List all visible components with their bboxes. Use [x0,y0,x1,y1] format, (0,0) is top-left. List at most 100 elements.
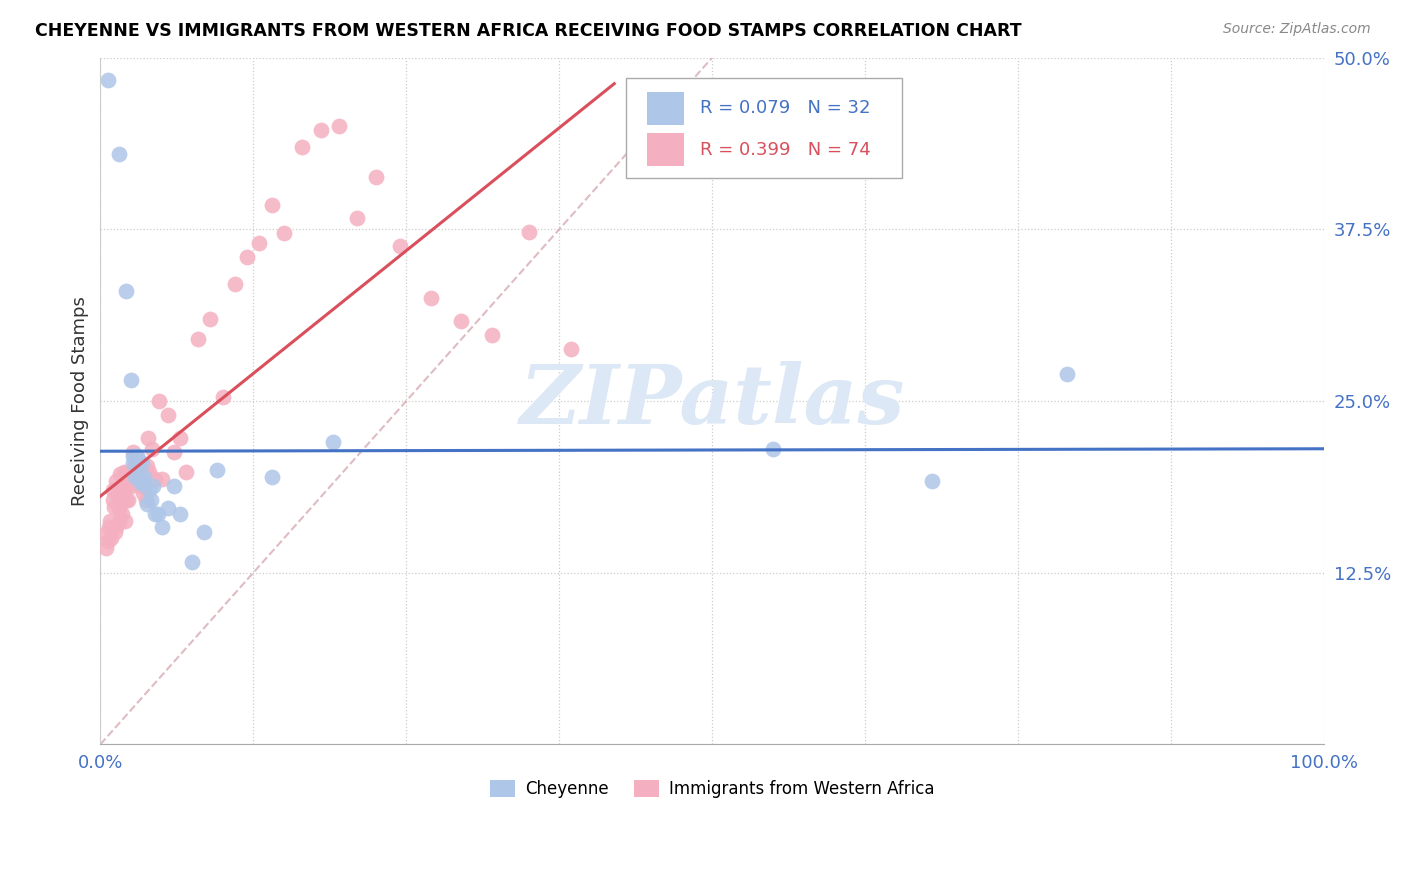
Point [120,373,142,387]
Point [96,541,118,555]
Point [169,431,191,445]
Point [131,456,153,470]
Point [114,514,136,528]
Text: ZIPatlas: ZIPatlas [519,361,905,441]
Point [117,479,139,493]
Point [141,442,163,456]
Point [364,170,387,185]
Point [560,342,582,356]
Point [921,474,943,488]
Point [273,227,295,241]
Point [128,469,150,483]
Point [134,469,156,483]
Point [105,474,128,488]
Point [762,442,785,456]
Point [120,466,142,480]
Bar [647,133,683,166]
Point [107,501,129,516]
Point [111,507,134,521]
Y-axis label: Receiving Food Stamps: Receiving Food Stamps [72,296,89,506]
Point [115,492,138,507]
Point [100,532,122,546]
Point [134,479,156,493]
Point [98,514,121,528]
Point [112,466,135,480]
Point [127,451,149,466]
Point [97,72,120,87]
Point [108,467,131,481]
Point [110,481,132,495]
Legend: Cheyenne, Immigrants from Western Africa: Cheyenne, Immigrants from Western Africa [484,773,941,805]
Point [211,390,233,404]
Point [481,328,503,343]
Point [107,515,129,529]
Point [224,277,246,292]
Point [145,472,167,486]
Point [97,520,120,534]
Point [97,534,120,549]
Point [117,466,139,480]
Point [187,332,209,346]
Point [132,486,155,500]
Point [114,481,136,495]
Point [125,466,148,480]
Point [101,483,124,498]
Point [139,492,162,507]
Point [136,431,159,445]
Point [104,524,127,539]
Point [419,291,441,305]
Point [120,479,142,493]
Bar [647,92,683,125]
Point [128,479,150,493]
Point [142,479,165,493]
Point [122,449,145,463]
Point [111,494,134,508]
Point [131,479,153,493]
Point [260,469,283,483]
Point [127,456,149,470]
Point [124,458,146,473]
Point [135,458,157,473]
Point [249,236,271,251]
Point [163,479,186,493]
Point [174,466,197,480]
Text: CHEYENNE VS IMMIGRANTS FROM WESTERN AFRICA RECEIVING FOOD STAMPS CORRELATION CHA: CHEYENNE VS IMMIGRANTS FROM WESTERN AFRI… [35,22,1022,40]
Point [112,479,135,493]
Point [236,250,259,264]
Point [122,445,145,459]
Point [103,500,125,514]
Point [129,472,152,486]
Point [200,311,222,326]
Point [389,239,412,253]
Point [169,507,191,521]
Point [322,435,344,450]
Point [121,466,143,480]
Point [107,487,129,501]
Point [148,394,170,409]
Text: Source: ZipAtlas.com: Source: ZipAtlas.com [1223,22,1371,37]
Point [101,492,124,507]
Point [122,456,145,470]
Point [150,472,173,486]
Point [132,466,155,480]
Point [115,284,138,298]
Point [129,476,152,491]
Text: R = 0.399   N = 74: R = 0.399 N = 74 [700,141,870,159]
Point [132,476,155,491]
Point [1056,367,1078,381]
Point [328,120,350,134]
Point [346,211,368,226]
Point [450,314,472,328]
Point [291,140,314,154]
Point [145,507,167,521]
Point [118,472,141,486]
Point [205,463,228,477]
Point [163,445,186,459]
Point [309,123,332,137]
Point [107,146,129,161]
Text: R = 0.079   N = 32: R = 0.079 N = 32 [700,100,870,118]
Point [135,492,157,507]
Point [94,527,117,541]
Point [146,507,169,521]
Point [156,408,179,422]
